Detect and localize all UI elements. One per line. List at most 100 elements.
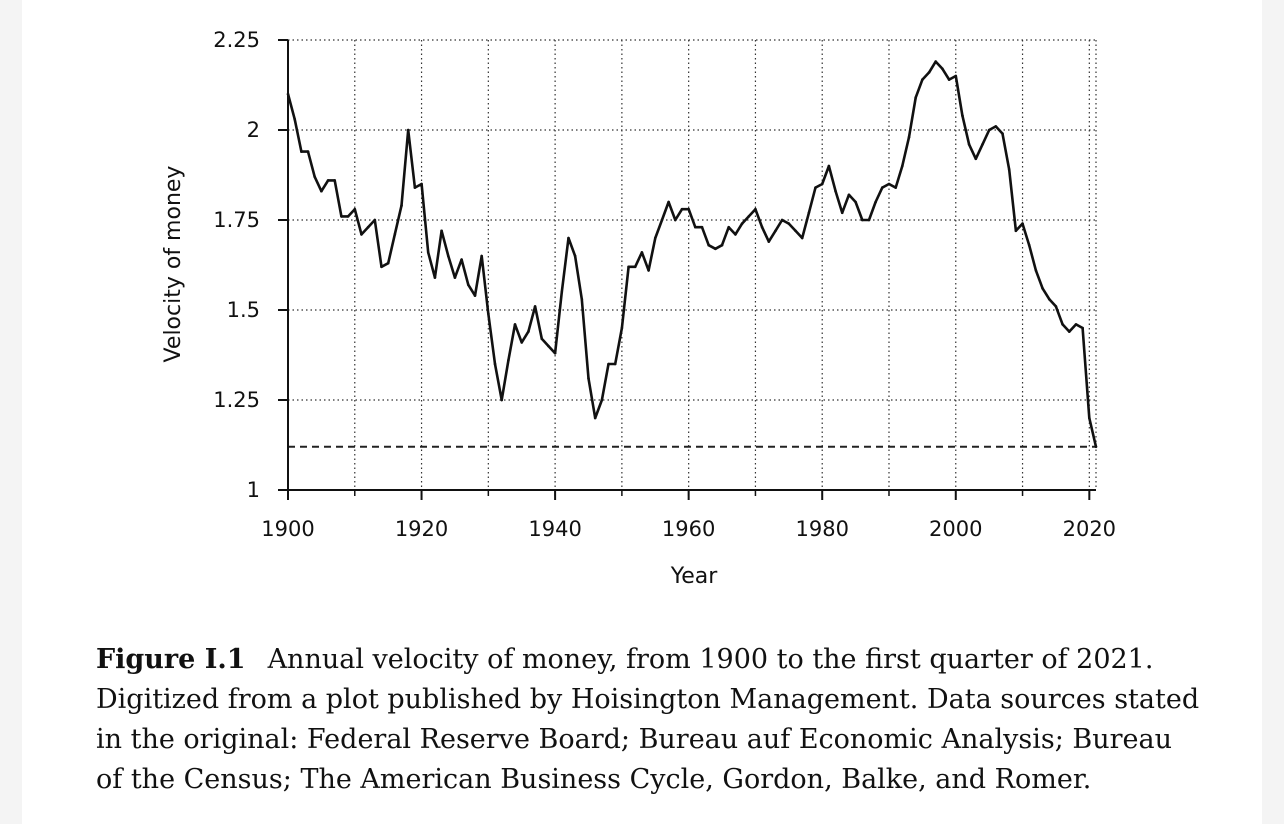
data-point	[567, 236, 570, 240]
data-point	[547, 344, 550, 348]
data-point	[620, 326, 624, 330]
data-point	[466, 283, 470, 287]
data-point	[460, 258, 463, 261]
caption-text: Annual velocity of money, from 1900 to t…	[96, 644, 1200, 795]
x-tick-label: 1940	[528, 517, 581, 541]
data-point	[386, 261, 390, 265]
data-point	[373, 218, 377, 222]
data-point	[947, 78, 951, 81]
data-point	[500, 398, 503, 402]
data-point	[667, 200, 670, 204]
y-tick-label: 1.5	[227, 298, 260, 322]
data-point	[653, 236, 657, 240]
data-point	[700, 225, 704, 229]
data-point	[560, 290, 564, 294]
data-point	[346, 215, 350, 218]
data-point	[800, 236, 804, 240]
data-point	[967, 143, 971, 146]
data-point	[987, 128, 991, 132]
data-point	[727, 225, 731, 229]
data-point	[587, 377, 590, 380]
data-point	[941, 67, 944, 71]
data-point	[927, 71, 931, 74]
data-point	[807, 211, 811, 215]
data-point	[1094, 445, 1098, 449]
data-point	[760, 225, 764, 229]
data-point	[333, 179, 337, 182]
data-point	[794, 229, 797, 233]
data-point	[527, 330, 530, 333]
series-layer	[286, 60, 1098, 449]
data-point	[293, 117, 296, 121]
x-tick-label: 1920	[395, 517, 448, 541]
data-point	[613, 362, 617, 366]
data-point	[747, 215, 751, 218]
data-point	[507, 359, 510, 362]
data-point	[647, 269, 650, 272]
data-point	[954, 74, 958, 78]
data-point	[674, 218, 677, 222]
figure-caption: Figure I.1 Annual velocity of money, from…	[96, 640, 1206, 800]
figure-sheet	[22, 0, 1262, 824]
data-point	[774, 229, 777, 233]
data-point	[854, 200, 857, 204]
y-tick-label: 1	[247, 478, 260, 502]
x-axis-title: Year	[670, 564, 719, 589]
data-point	[901, 164, 904, 168]
data-point	[413, 186, 417, 189]
data-point	[860, 218, 864, 222]
data-point	[1088, 416, 1091, 420]
data-point	[340, 215, 343, 218]
data-point	[827, 164, 831, 168]
data-point	[366, 225, 370, 229]
data-point	[767, 240, 771, 243]
data-point	[420, 182, 423, 186]
data-point	[487, 312, 490, 315]
data-point	[320, 189, 323, 193]
axes: 1 1.25 1.5 1.75 2 2.25 1900 1920 1940 1960 1980 200…	[213, 28, 1116, 541]
data-point	[754, 207, 757, 211]
data-point	[680, 207, 684, 211]
data-point	[934, 60, 938, 63]
data-point	[446, 254, 450, 258]
data-point	[1054, 305, 1058, 308]
data-point	[313, 175, 317, 179]
x-tick-label: 1900	[261, 517, 314, 541]
data-point	[740, 222, 744, 225]
data-point	[1067, 330, 1071, 333]
grid	[288, 39, 1097, 490]
data-point	[981, 143, 984, 146]
data-point	[600, 398, 604, 402]
data-point	[453, 276, 457, 279]
data-point	[660, 218, 664, 222]
velocity-series-line	[286, 60, 1098, 448]
data-point	[994, 125, 998, 128]
data-point	[687, 207, 690, 211]
data-point	[553, 351, 557, 355]
data-point	[480, 254, 483, 258]
y-tick-label: 1.25	[213, 388, 260, 412]
data-point	[1001, 132, 1004, 135]
data-point	[780, 218, 784, 222]
data-point	[627, 265, 630, 269]
data-point	[533, 305, 537, 308]
data-point	[907, 135, 911, 139]
data-point	[433, 276, 437, 279]
data-point	[1027, 243, 1031, 247]
data-point	[426, 251, 430, 254]
caption-label: Figure I.1	[96, 644, 246, 675]
y-tick-label: 1.75	[213, 208, 260, 232]
data-point	[874, 200, 877, 204]
data-point	[974, 157, 978, 161]
data-point	[840, 211, 844, 215]
velocity-line-chart: 1 1.25 1.5 1.75 2 2.25 1900 1920 1940 1960 1980 200…	[161, 28, 1116, 589]
data-point	[1021, 222, 1024, 225]
data-point	[881, 186, 884, 189]
data-point	[286, 92, 290, 96]
y-tick-label: 2	[247, 118, 260, 142]
data-point	[1041, 287, 1044, 290]
data-point	[300, 150, 303, 153]
data-point	[734, 233, 737, 236]
data-point	[867, 218, 871, 222]
